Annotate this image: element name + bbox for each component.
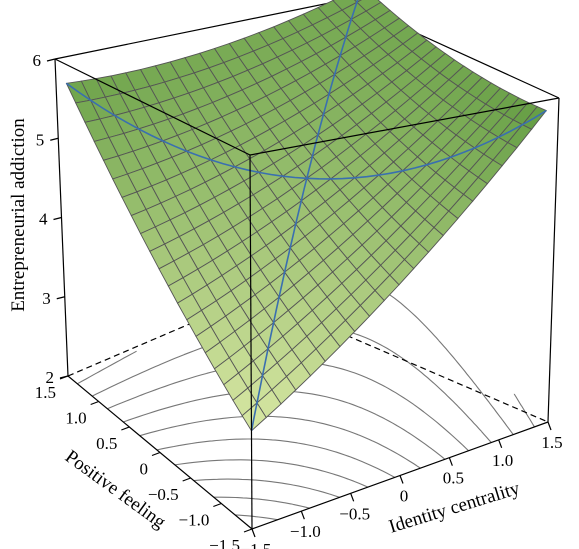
box-edge — [67, 295, 256, 377]
contour-line — [156, 438, 396, 478]
z-tick-label: 2 — [46, 368, 55, 387]
y-tick-mark — [213, 502, 222, 508]
y-tick-label: −1.0 — [178, 511, 209, 530]
box-edge — [249, 154, 253, 530]
z-tick-label: 3 — [42, 289, 51, 308]
congruence-lines — [65, 0, 547, 431]
z-axis: 2 3 4 5 6 — [33, 51, 69, 387]
x-tick-label: 1.0 — [492, 451, 513, 470]
contour-line — [193, 478, 340, 498]
box-edge — [54, 0, 345, 60]
x-tick-label: −1.0 — [290, 522, 321, 541]
x-tick-mark — [547, 421, 552, 431]
y-tick-mark — [90, 400, 99, 406]
x-tick-label: −1.5 — [241, 540, 272, 549]
x-tick-mark — [448, 457, 453, 466]
z-tick-label: 4 — [39, 210, 48, 229]
y-tick-mark — [182, 477, 191, 482]
x-tick-mark — [498, 439, 503, 449]
box-edge — [54, 58, 251, 156]
z-axis-title: Entrepreneurial addiction — [8, 118, 29, 312]
x-axis: −1.5 −1.0 −0.5 0 0.5 1.0 1.5 — [241, 421, 563, 549]
x-tick-label: 0.5 — [443, 469, 464, 488]
y-tick-mark — [243, 528, 253, 533]
contour-line — [234, 514, 278, 521]
z-tick-label: 6 — [33, 51, 42, 70]
x-tick-label: 0 — [400, 487, 409, 506]
x-tick-mark — [399, 475, 404, 484]
response-surface — [65, 0, 548, 432]
y-axis: 1.5 1.0 0.5 0 −0.5 −1.0−1.5 — [35, 375, 253, 549]
box-edge — [249, 97, 560, 156]
contour-line — [213, 496, 310, 509]
y-tick-label: −1.5 — [209, 536, 240, 549]
x-tick-label: 1.5 — [541, 433, 562, 452]
z-tick-mark — [56, 296, 65, 300]
z-tick-mark — [46, 58, 56, 62]
line-of-incongruence — [65, 82, 547, 180]
y-tick-label: −0.5 — [148, 485, 179, 504]
y-tick-label: 0 — [140, 460, 149, 479]
z-tick-label: 5 — [36, 130, 45, 149]
contour-line — [513, 393, 535, 428]
x-tick-mark — [300, 510, 305, 520]
y-tick-mark — [121, 426, 130, 431]
contour-line — [174, 459, 369, 488]
z-tick-mark — [50, 137, 59, 141]
y-tick-label: 1.5 — [35, 383, 56, 402]
contour-line — [139, 415, 421, 469]
x-tick-mark — [251, 528, 256, 538]
y-tick-mark — [59, 375, 69, 380]
y-tick-label: 1.0 — [65, 409, 86, 428]
y-tick-label: 0.5 — [96, 434, 117, 453]
contour-lines — [77, 275, 535, 521]
y-tick-mark — [151, 451, 161, 457]
z-tick-mark — [53, 216, 62, 221]
x-tick-mark — [350, 493, 355, 502]
x-tick-label: −0.5 — [339, 504, 370, 523]
box-edge — [547, 97, 560, 423]
